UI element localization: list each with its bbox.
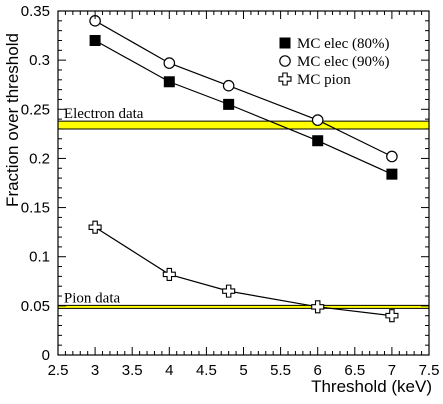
y-tick-label-4: 0.2 [29, 150, 50, 167]
x-tick-label-7: 6 [314, 362, 322, 379]
series-0-point-1 [163, 76, 175, 88]
legend-label-2: MC pion [297, 72, 351, 88]
series-2-point-2 [222, 284, 236, 298]
x-tick-label-0: 2.5 [48, 362, 69, 379]
y-axis-label: Fraction over threshold [3, 33, 22, 207]
y-tick-label-1: 0.05 [21, 298, 50, 315]
band-0-label: Electron data [64, 106, 144, 122]
series-0-point-4 [386, 168, 398, 180]
series-1-point-3 [311, 114, 324, 126]
series-1-point-4 [386, 150, 398, 163]
x-tick-label-1: 3 [91, 362, 99, 379]
legend-label-0: MC elec (80%) [297, 36, 389, 52]
legend-label-1: MC elec (90%) [297, 54, 389, 70]
legend: MC elec (80%) MC elec (90%) MC pion [278, 36, 389, 88]
x-tick-label-4: 4.5 [196, 362, 217, 379]
band-0-area [58, 121, 429, 129]
band-1-area [58, 305, 429, 309]
series-1-point-2 [222, 79, 235, 92]
series-2-point-3 [311, 300, 325, 314]
series-layer [88, 15, 399, 323]
legend-marker-2 [278, 72, 292, 86]
y-tick-label-2: 0.1 [29, 249, 50, 266]
y-tick-label-3: 0.15 [21, 200, 50, 217]
y-tick-label-6: 0.3 [29, 52, 50, 69]
x-tick-label-5: 5 [239, 362, 247, 379]
series-2-point-1 [162, 267, 176, 281]
series-0-point-0 [89, 34, 101, 46]
series-0 [89, 34, 398, 180]
axes-layer: 2.5 3 3.5 4 4.5 5 5.5 6 6.5 7 7.5 0 0.05 0.1 0.15 0.2 0.… [21, 3, 440, 379]
bands-layer: Electron data Pion data [58, 106, 429, 309]
series-0-point-2 [223, 98, 235, 110]
y-tick-label-7: 0.35 [21, 3, 50, 20]
legend-marker-1 [279, 55, 291, 67]
series-1 [89, 15, 398, 163]
x-tick-label-10: 7.5 [419, 362, 440, 379]
x-axis-label: Threshold (keV) [311, 377, 432, 396]
series-0-point-3 [312, 135, 324, 147]
series-2-point-0 [88, 220, 102, 234]
x-tick-label-6: 5.5 [270, 362, 291, 379]
y-tick-label-5: 0.25 [21, 101, 50, 118]
band-1-label: Pion data [64, 290, 121, 306]
x-tick-label-3: 4 [165, 362, 173, 379]
y-tick-label-0: 0 [42, 347, 50, 364]
series-2-point-4 [385, 309, 399, 323]
x-tick-label-8: 6.5 [344, 362, 365, 379]
x-tick-label-9: 7 [388, 362, 396, 379]
legend-marker-0 [279, 37, 291, 49]
series-2 [88, 220, 399, 323]
series-1-point-1 [163, 57, 176, 69]
series-2-line [94, 226, 392, 317]
x-tick-label-2: 3.5 [122, 362, 143, 379]
